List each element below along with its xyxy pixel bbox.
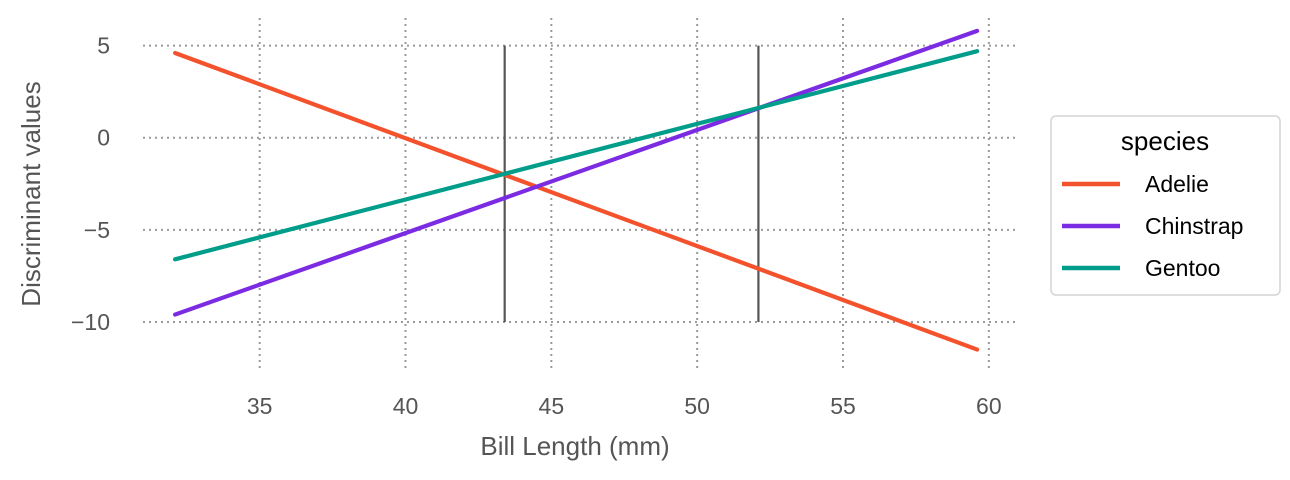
series-line-gentoo	[172, 49, 980, 262]
x-tick-label: 45	[539, 393, 565, 419]
legend-item-chinstrap: Chinstrap	[1062, 213, 1243, 239]
y-axis-label: Discriminant values	[16, 81, 46, 306]
y-tick-label: −10	[71, 309, 110, 335]
x-tick-label: 50	[684, 393, 710, 419]
legend-label: Gentoo	[1145, 255, 1220, 281]
legend-title: species	[1121, 126, 1209, 156]
y-tick-label: 5	[97, 33, 110, 59]
y-tick-label: 0	[97, 125, 110, 151]
x-tick-labels: 35 40 45 50 55 60	[247, 393, 1002, 419]
legend-label: Adelie	[1145, 171, 1209, 197]
x-tick-label: 55	[830, 393, 856, 419]
decision-boundary-layer	[503, 45, 760, 322]
legend-frame	[1050, 115, 1281, 296]
legend-item-gentoo: Gentoo	[1062, 255, 1220, 281]
y-tick-labels: 5 0 −5 −10	[71, 33, 110, 335]
legend-label: Chinstrap	[1145, 213, 1243, 239]
x-tick-label: 40	[393, 393, 419, 419]
x-axis-label: Bill Length (mm)	[480, 431, 669, 461]
x-tick-label: 60	[976, 393, 1002, 419]
series-layer	[172, 28, 980, 352]
legend-items: Adelie Chinstrap Gentoo	[1062, 171, 1243, 281]
series-line-adelie	[172, 50, 980, 352]
y-tick-label: −5	[84, 217, 110, 243]
legend: species Adelie Chinstrap Gentoo	[1050, 115, 1281, 296]
series-line-chinstrap	[172, 28, 980, 317]
x-tick-label: 35	[247, 393, 273, 419]
legend-item-adelie: Adelie	[1062, 171, 1209, 197]
